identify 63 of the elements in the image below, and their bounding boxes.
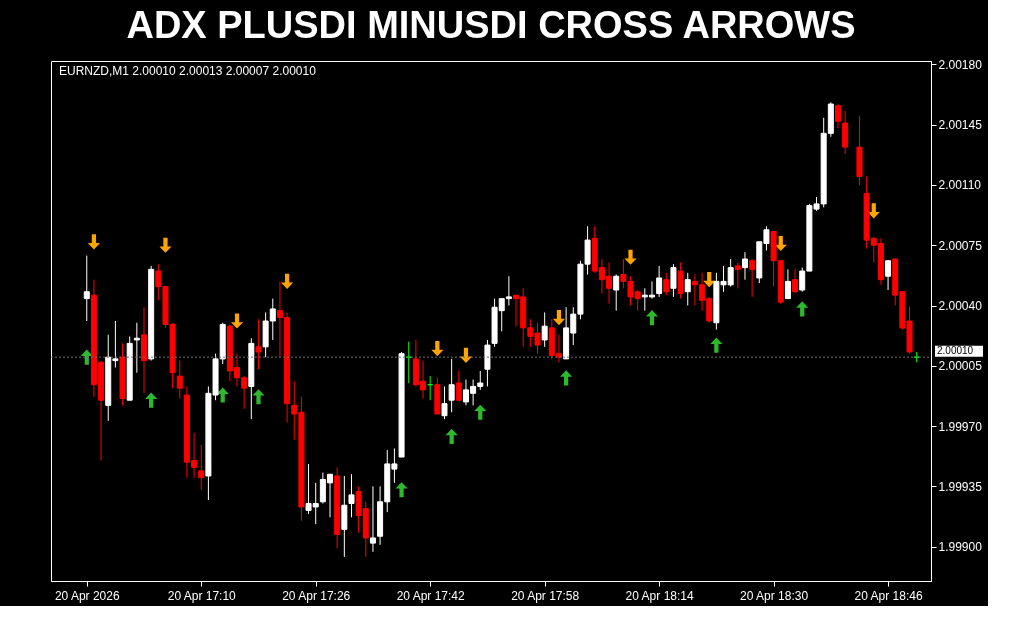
point <box>159 237 172 253</box>
y-tick-label: 2.00005 <box>938 359 983 374</box>
x-tick-label: 20 Apr 2026 <box>54 588 120 603</box>
point <box>145 392 158 408</box>
candlestick <box>176 360 183 399</box>
point <box>395 482 408 498</box>
chart-subtitle: EURNZD,M1 2.00010 2.00013 2.00007 2.00010 <box>59 64 317 78</box>
candlestick <box>133 322 140 374</box>
candlestick <box>441 385 448 420</box>
point <box>552 309 566 326</box>
x-tick-label: 20 Apr 17:26 <box>282 588 351 603</box>
point <box>703 272 716 288</box>
candlestick <box>656 265 663 298</box>
point <box>474 404 487 420</box>
candlestick <box>670 263 677 298</box>
point <box>431 340 444 357</box>
candlestick <box>198 444 205 491</box>
point <box>445 428 458 444</box>
candlestick <box>834 103 841 129</box>
candlestick <box>83 255 90 322</box>
candlestick <box>677 261 684 300</box>
point <box>624 249 637 265</box>
candlestick <box>541 311 548 348</box>
y-tick-label: 2.00180 <box>938 57 983 72</box>
point <box>796 301 809 317</box>
candlestick <box>885 260 892 291</box>
candlestick <box>348 473 355 518</box>
candlestick <box>455 370 462 401</box>
point <box>774 235 787 252</box>
candlestick <box>663 272 670 296</box>
chart-title: ADX PLUSDI MINUSDI CROSS ARROWS <box>126 4 856 47</box>
y-tick-label: 2.00110 <box>938 178 982 193</box>
candlestick <box>749 258 756 298</box>
y-tick-label: 1.99970 <box>938 419 983 434</box>
x-tick-label: 20 Apr 17:42 <box>396 588 466 603</box>
point <box>560 370 573 386</box>
point <box>710 337 723 353</box>
y-tick-label: 2.00075 <box>938 238 983 253</box>
x-tick-label: 20 Apr 18:14 <box>625 588 694 603</box>
candlestick <box>684 272 691 306</box>
candlestick <box>741 251 748 281</box>
point <box>867 203 880 219</box>
y-tick-label: 1.99900 <box>938 540 983 555</box>
point <box>87 234 100 250</box>
ref-line-label: 2.00010 <box>937 345 974 357</box>
x-tick-label: 20 Apr 17:10 <box>167 588 237 603</box>
point <box>252 389 265 405</box>
x-tick-label: 20 Apr 18:46 <box>854 588 923 603</box>
y-tick-label: 2.00040 <box>938 299 983 313</box>
candlestick <box>734 261 741 289</box>
y-tick-label: 1.99935 <box>938 479 983 494</box>
x-tick-label: 20 Apr 17:58 <box>511 588 580 603</box>
candlestick <box>369 485 376 553</box>
candlestick <box>613 274 620 312</box>
candlestick <box>448 358 455 413</box>
point <box>230 313 244 329</box>
point <box>216 387 229 403</box>
candlestick <box>255 318 262 370</box>
candlestick <box>792 268 799 294</box>
y-tick-label: 2.00145 <box>938 118 983 133</box>
point <box>80 349 93 365</box>
candlestick <box>784 268 791 300</box>
x-tick-label: 20 Apr 18:30 <box>740 588 809 603</box>
